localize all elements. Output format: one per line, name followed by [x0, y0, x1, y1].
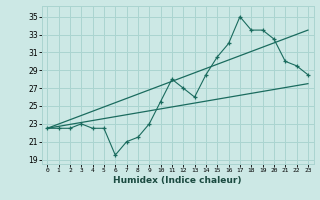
X-axis label: Humidex (Indice chaleur): Humidex (Indice chaleur)	[113, 176, 242, 185]
